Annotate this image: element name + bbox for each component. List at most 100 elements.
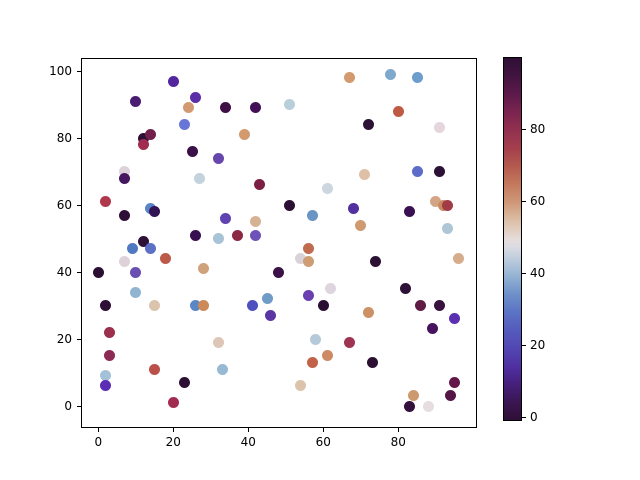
scatter-point: [167, 75, 179, 87]
y-tick-mark: [77, 71, 81, 72]
scatter-point: [325, 283, 337, 295]
scatter-point: [100, 196, 112, 208]
scatter-point: [404, 400, 416, 412]
y-tick-mark: [77, 205, 81, 206]
scatter-point: [302, 289, 314, 301]
scatter-point: [190, 300, 202, 311]
scatter-point: [100, 370, 112, 382]
colorbar-tick-label: 20: [530, 337, 546, 352]
scatter-point: [400, 283, 412, 295]
scatter-point: [104, 326, 116, 338]
scatter-point: [212, 233, 224, 244]
scatter-point: [220, 212, 232, 224]
scatter-point: [430, 196, 442, 208]
colorbar-tick-label: 0: [530, 409, 538, 424]
scatter-point: [137, 132, 149, 144]
scatter-point: [261, 293, 273, 305]
scatter-point: [182, 102, 194, 114]
scatter-point: [197, 300, 209, 311]
scatter-point: [359, 169, 371, 181]
scatter-point: [411, 166, 423, 177]
scatter-point: [212, 336, 224, 348]
scatter-point: [310, 333, 322, 345]
scatter-point: [295, 380, 307, 392]
scatter-point: [239, 129, 251, 141]
scatter-point: [100, 300, 112, 311]
scatter-point: [250, 216, 262, 228]
scatter-point: [284, 99, 296, 110]
scatter-point: [407, 390, 419, 402]
scatter-point: [344, 72, 356, 84]
colorbar-tick-mark: [522, 200, 526, 202]
scatter-point: [344, 336, 356, 348]
x-tick-label: 80: [390, 435, 406, 449]
scatter-point: [194, 172, 206, 184]
x-tick-mark: [398, 428, 400, 432]
scatter-point: [220, 102, 232, 114]
scatter-point: [306, 356, 318, 368]
y-tick-label: 20: [56, 332, 72, 346]
scatter-point: [119, 166, 131, 177]
y-tick-label: 60: [56, 198, 72, 212]
x-tick-label: 20: [165, 435, 181, 449]
scatter-point: [149, 206, 161, 218]
y-tick-mark: [77, 272, 81, 273]
scatter-point: [137, 139, 149, 151]
scatter-point: [130, 95, 142, 107]
scatter-point: [347, 202, 359, 214]
scatter-point: [145, 243, 157, 255]
scatter-point: [190, 229, 202, 241]
scatter-point: [254, 179, 266, 191]
x-tick-mark: [248, 428, 250, 432]
scatter-point: [362, 119, 374, 131]
scatter-point: [92, 266, 104, 278]
scatter-point: [415, 300, 427, 311]
x-tick-mark: [98, 428, 100, 432]
y-tick-mark: [77, 138, 81, 139]
scatter-point: [149, 363, 161, 375]
x-tick-label: 40: [240, 435, 256, 449]
scatter-point: [179, 377, 191, 389]
scatter-point: [411, 72, 423, 84]
scatter-point: [272, 266, 284, 278]
scatter-point: [362, 306, 374, 318]
scatter-point: [426, 323, 438, 335]
scatter-point: [265, 310, 277, 322]
scatter-point: [250, 229, 262, 241]
scatter-point: [130, 266, 142, 278]
scatter-point: [190, 92, 202, 104]
scatter-point: [119, 209, 131, 221]
scatter-point: [246, 300, 258, 311]
scatter-point: [119, 256, 131, 268]
colorbar-tick-mark: [522, 272, 526, 274]
colorbar-tick-mark: [522, 129, 526, 130]
colorbar-tick-label: 40: [530, 265, 546, 280]
scatter-point: [149, 300, 161, 311]
scatter-point: [434, 122, 446, 134]
scatter-point: [370, 256, 382, 268]
y-tick-label: 80: [56, 131, 72, 145]
scatter-point: [385, 68, 397, 80]
y-tick-mark: [77, 406, 81, 407]
scatter-point: [145, 129, 157, 141]
x-tick-label: 0: [94, 435, 103, 449]
scatter-point: [445, 390, 457, 402]
scatter-point: [404, 206, 416, 218]
scatter-point: [366, 356, 378, 368]
scatter-point: [441, 199, 453, 211]
y-tick-label: 100: [49, 64, 72, 78]
scatter-point: [130, 286, 142, 298]
scatter-point: [186, 145, 198, 157]
scatter-point: [197, 263, 209, 275]
y-tick-label: 0: [64, 399, 72, 413]
scatter-point: [126, 243, 138, 255]
x-tick-mark: [173, 428, 175, 432]
x-tick-label: 60: [315, 435, 331, 449]
scatter-point: [179, 119, 191, 131]
scatter-point: [250, 102, 262, 114]
scatter-point: [302, 243, 314, 255]
scatter-point: [302, 256, 314, 268]
scatter-point: [452, 253, 464, 265]
y-tick-mark: [77, 339, 81, 340]
